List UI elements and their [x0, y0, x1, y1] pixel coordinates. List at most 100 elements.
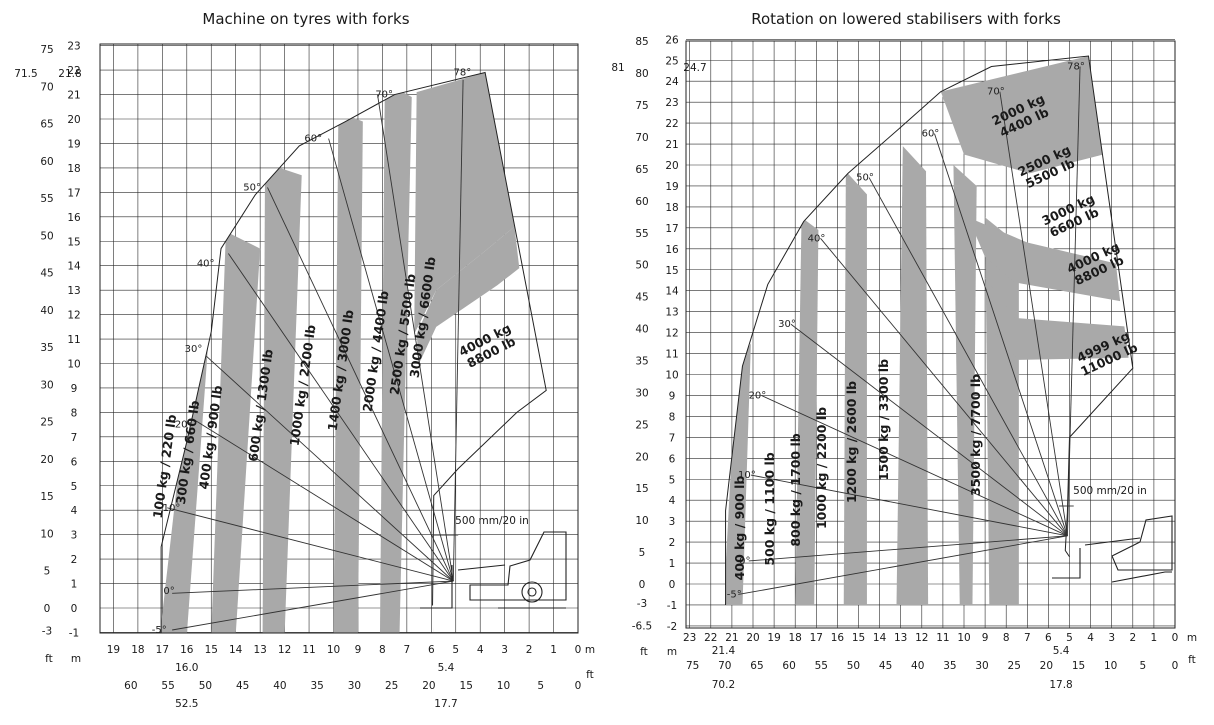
boom-ray [206, 355, 454, 582]
y-tick-m: 0 [71, 603, 78, 615]
zone-shaded-arc [985, 278, 1129, 360]
y-tick-m: 20 [665, 160, 678, 172]
chart-right-max-height-m: 24.7 [683, 62, 706, 74]
y-tick-ft: 25 [40, 417, 53, 429]
y-tick-ft: 55 [635, 228, 648, 240]
y-tick-ft: 65 [40, 119, 53, 131]
plot-frame [685, 40, 1176, 629]
machine-boom [1084, 537, 1141, 546]
x-tick-ft: 45 [879, 660, 892, 672]
x-tick-m: 6 [1045, 632, 1052, 644]
zone-shaded [896, 146, 929, 605]
y-tick-ft: 70 [40, 81, 53, 93]
boom-ray [820, 238, 1068, 537]
chart-left-max-height-ft: 71.5 [14, 68, 37, 80]
zone-label-line: 1200 kg / 2600 lb [844, 381, 859, 503]
x-tick-ft: 10 [497, 680, 510, 692]
boom-angle-label: 40° [808, 233, 826, 244]
y-tick-m: 25 [665, 55, 678, 67]
chart-left-machine [420, 531, 567, 609]
y-tick-ft: 50 [635, 260, 648, 272]
y-tick-ft: 60 [40, 156, 53, 168]
zone-label-text: 1000 kg / 2200 lb [814, 407, 829, 529]
zone-label-text: 3000 kg6600 lb [1039, 191, 1102, 241]
x-tick-m: 18 [789, 632, 802, 644]
zone-label-line: 1000 kg / 2200 lb [814, 407, 829, 529]
y-tick-m: 11 [67, 334, 80, 346]
forks [420, 565, 453, 609]
y-tick-m: 1 [71, 579, 78, 591]
y-tick-m: 10 [665, 370, 678, 382]
callout-reach-m: 21.4 [712, 645, 736, 657]
chart-left-title: Machine on tyres with forks [202, 10, 409, 28]
x-tick-m: 9 [355, 644, 362, 656]
y-tick-m: 5 [71, 481, 78, 493]
chart-right-max-height-ft: 81 [611, 62, 624, 74]
boom-angle-label: 40° [197, 258, 215, 269]
x-tick-m: 7 [404, 644, 411, 656]
x-tick-m: 17 [810, 632, 823, 644]
chart-left-x-unit-m: m [585, 644, 595, 656]
y-tick-m: 20 [67, 114, 80, 126]
x-tick-m: 3 [1108, 632, 1115, 644]
x-tick-ft: 70 [718, 660, 731, 672]
y-tick-m: 8 [669, 411, 676, 423]
chart-right-boom-rays: -5° 0° 10° 20° 30° 40° 50° 60° 70° 78° [727, 62, 1085, 601]
machine-boom [457, 564, 506, 571]
zone-shaded [953, 165, 977, 605]
y-tick-m: 16 [665, 244, 679, 256]
x-tick-m: 19 [107, 644, 120, 656]
x-tick-m: 4 [1087, 632, 1094, 644]
y-tick-ft: -3 [42, 625, 52, 637]
zone-label: 3000 kg6600 lb [1039, 191, 1102, 241]
zone-shaded [211, 231, 261, 633]
y-tick-ft: 20 [40, 454, 53, 466]
boom-angle-label: 60° [922, 129, 940, 140]
y-tick-m: 18 [665, 202, 678, 214]
x-tick-m: 8 [1003, 632, 1010, 644]
x-tick-m: 21 [725, 632, 738, 644]
chart-right-machine [1052, 515, 1173, 583]
x-tick-m: 12 [915, 632, 928, 644]
y-tick-ft: 70 [635, 132, 648, 144]
boom-ray [868, 177, 1068, 537]
y-tick-m: 13 [665, 307, 678, 319]
y-tick-ft: 10 [635, 515, 648, 527]
zone-label-text: 1200 kg / 2600 lb [844, 381, 859, 503]
x-tick-ft: 60 [124, 680, 137, 692]
boom-angle-label: 10° [163, 503, 181, 514]
chart-left-y-unit-m: m [71, 653, 81, 665]
boom-angle-label: 0° [739, 556, 750, 567]
chart-right-y-unit-ft: ft [640, 646, 648, 658]
boom-ray [999, 91, 1068, 536]
machine-body [1111, 515, 1173, 571]
x-tick-m: 13 [253, 644, 266, 656]
zone-shaded [433, 608, 442, 633]
x-tick-m: 14 [229, 644, 243, 656]
zone-shaded [843, 171, 867, 605]
x-tick-ft: 5 [1139, 660, 1146, 672]
chart-left-annotation: 500 mm/20 in [455, 515, 529, 527]
y-tick-ft: 65 [635, 164, 648, 176]
machine-hub [527, 587, 537, 597]
x-tick-ft: 30 [975, 660, 988, 672]
y-tick-ft: 35 [40, 342, 53, 354]
chart-left-max-height-m: 21.8 [58, 68, 81, 80]
boom-ray [377, 94, 454, 582]
y-tick-ft: 30 [40, 379, 53, 391]
x-tick-ft: 50 [847, 660, 860, 672]
x-tick-m: 15 [205, 644, 218, 656]
boom-angle-label: 0° [163, 586, 174, 597]
callout-offset-ft: 17.7 [434, 698, 457, 710]
zone-label-text: 800 kg / 1700 lb [788, 433, 803, 546]
x-tick-m: 5 [452, 644, 459, 656]
boom-ray [738, 535, 1068, 595]
x-tick-m: 5 [1066, 632, 1073, 644]
y-tick-m: 10 [67, 359, 80, 371]
chart-right-x-unit-m: m [1187, 632, 1197, 644]
chart-right-zone-labels: 400 kg / 900 lb 500 kg / 1100 lb 800 kg / … [732, 91, 1140, 580]
x-tick-m: 0 [1172, 632, 1179, 644]
x-tick-m: 0 [575, 644, 582, 656]
boom-angle-label: 30° [185, 344, 203, 355]
x-tick-m: 16 [831, 632, 845, 644]
